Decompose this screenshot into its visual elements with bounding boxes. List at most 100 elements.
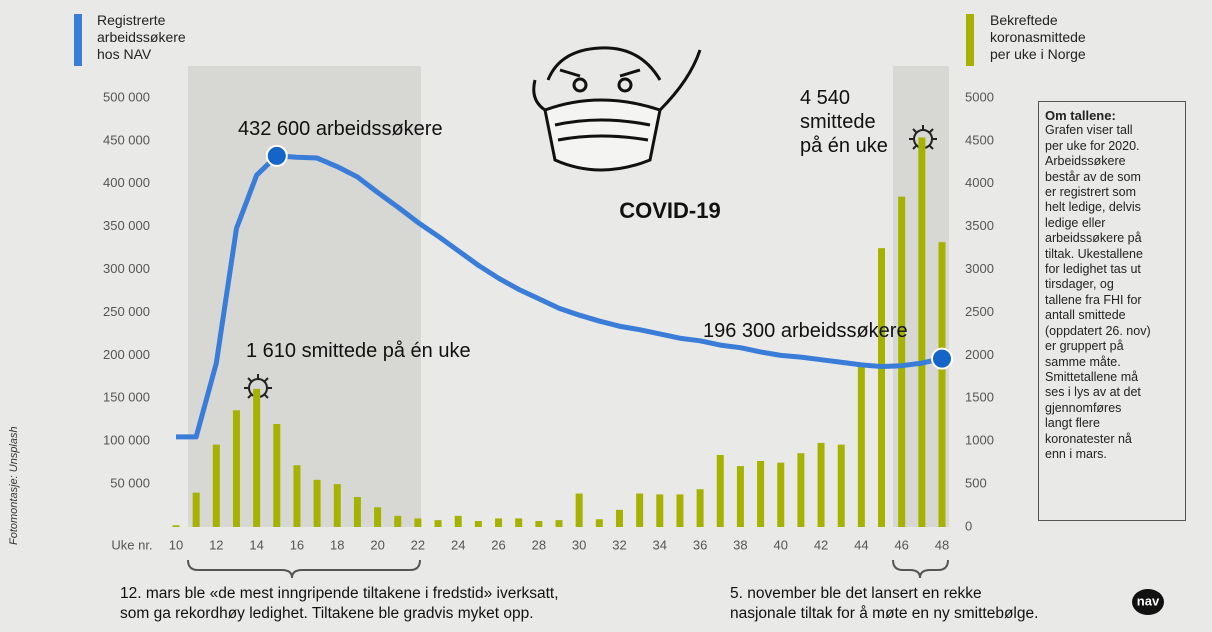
- y2-tick-label: 500: [965, 476, 987, 491]
- info-line: tirsdager, og: [1045, 277, 1114, 292]
- y2-tick-label: 1500: [965, 390, 994, 405]
- note: 12. mars ble «de mest inngripende tiltak…: [120, 584, 559, 624]
- bar: [192, 492, 200, 527]
- bar: [232, 410, 240, 527]
- info-line: arbeidssøkere på: [1045, 231, 1142, 246]
- bar: [595, 519, 603, 527]
- y2-tick-label: 4000: [965, 175, 994, 190]
- bar: [515, 518, 523, 527]
- line-marker: [265, 144, 288, 167]
- info-line: antall smittede: [1045, 308, 1126, 323]
- y2-tick-label: 2500: [965, 304, 994, 319]
- x-tick-label: 44: [854, 537, 868, 552]
- note-line: som ga rekordhøy ledighet. Tiltakene ble…: [120, 605, 534, 622]
- y2-tick-label: 1000: [965, 433, 994, 448]
- note: 5. november ble det lansert en rekke nas…: [730, 584, 1038, 624]
- x-tick-label: 40: [774, 537, 788, 552]
- y2-tick-label: 3500: [965, 218, 994, 233]
- bar: [837, 444, 845, 527]
- info-line: langt flere: [1045, 416, 1100, 431]
- x-tick-label: 14: [249, 537, 263, 552]
- y-tick-label: 400 000: [103, 175, 150, 190]
- x-tick-label: 42: [814, 537, 828, 552]
- brace: [187, 559, 421, 579]
- x-tick-label: 32: [612, 537, 626, 552]
- x-tick-label: 18: [330, 537, 344, 552]
- bar: [615, 509, 623, 527]
- info-line: samme måte.: [1045, 354, 1121, 369]
- bar: [253, 388, 261, 527]
- y-tick-label: 300 000: [103, 261, 150, 276]
- y-tick-label: 200 000: [103, 347, 150, 362]
- bar: [797, 453, 805, 527]
- info-line: er registrert som: [1045, 185, 1136, 200]
- x-tick-label: 28: [532, 537, 546, 552]
- bar: [333, 484, 341, 527]
- info-line: består av de som: [1045, 169, 1141, 184]
- bar: [777, 462, 785, 527]
- image-text: COVID-19: [619, 198, 720, 223]
- bar: [736, 466, 744, 527]
- x-axis-title: Uke nr.: [111, 537, 152, 552]
- annotation: 1 610 smittede på én uke: [246, 340, 471, 362]
- logo-mark: [1132, 589, 1164, 615]
- bar: [817, 442, 825, 527]
- info-line: tiltak. Ukestallene: [1045, 246, 1143, 261]
- x-tick-label: 12: [209, 537, 223, 552]
- info-line: Arbeidssøkere: [1045, 154, 1126, 169]
- legend-swatch: [74, 14, 82, 66]
- info-title: Om tallene:: [1045, 108, 1116, 123]
- x-tick-label: 26: [491, 537, 505, 552]
- y2-tick-label: 4500: [965, 132, 994, 147]
- bar: [878, 248, 886, 527]
- annotation: 432 600 arbeidssøkere: [238, 118, 443, 140]
- logo: nav: [1137, 593, 1160, 608]
- bar: [394, 515, 402, 527]
- x-tick-label: 34: [653, 537, 667, 552]
- bar: [918, 137, 926, 527]
- y2-tick-label: 3000: [965, 261, 994, 276]
- info-line: ledige eller: [1045, 215, 1106, 230]
- note-line: 5. november ble det lansert en rekke: [730, 585, 982, 602]
- y2-tick-label: 2000: [965, 347, 994, 362]
- bar: [474, 520, 482, 527]
- y2-tick-label: 5000: [965, 89, 994, 104]
- info-box: Om tallene: Grafen viser tall per uke for…: [1038, 101, 1186, 521]
- y-tick-label: 50 000: [110, 476, 150, 491]
- bar: [555, 520, 563, 527]
- x-tick-label: 10: [169, 537, 183, 552]
- bar: [656, 494, 664, 527]
- bar: [374, 507, 382, 527]
- info-line: Grafen viser tall: [1045, 123, 1133, 138]
- info-line: helt ledige, delvis: [1045, 200, 1141, 215]
- y-tick-label: 100 000: [103, 433, 150, 448]
- bar: [172, 525, 180, 527]
- info-line: tallene fra FHI for: [1045, 292, 1142, 307]
- x-tick-label: 24: [451, 537, 465, 552]
- x-tick-label: 36: [693, 537, 707, 552]
- bar: [353, 496, 361, 527]
- brace: [892, 559, 949, 579]
- bar: [313, 479, 321, 527]
- credit: Fotomontasje: Unsplash: [8, 426, 20, 545]
- legend-swatch: [966, 14, 974, 66]
- info-line: enn i mars.: [1045, 446, 1107, 461]
- annotation: 4 540 smittede på én uke: [800, 87, 888, 157]
- bar: [696, 489, 704, 527]
- info-line: koronatester nå: [1045, 431, 1132, 446]
- y-tick-label: 150 000: [103, 390, 150, 405]
- legend-label: Registrerte arbeidssøkere hos NAV: [97, 12, 186, 62]
- bar: [495, 518, 503, 527]
- bar: [676, 494, 684, 527]
- x-tick-label: 30: [572, 537, 586, 552]
- annotation: 196 300 arbeidssøkere: [703, 320, 908, 342]
- bar: [434, 520, 442, 527]
- y-tick-label: 250 000: [103, 304, 150, 319]
- bar: [857, 364, 865, 527]
- y-tick-label: 450 000: [103, 132, 150, 147]
- bar: [293, 465, 301, 527]
- bar: [636, 493, 644, 527]
- info-line: per uke for 2020.: [1045, 138, 1140, 153]
